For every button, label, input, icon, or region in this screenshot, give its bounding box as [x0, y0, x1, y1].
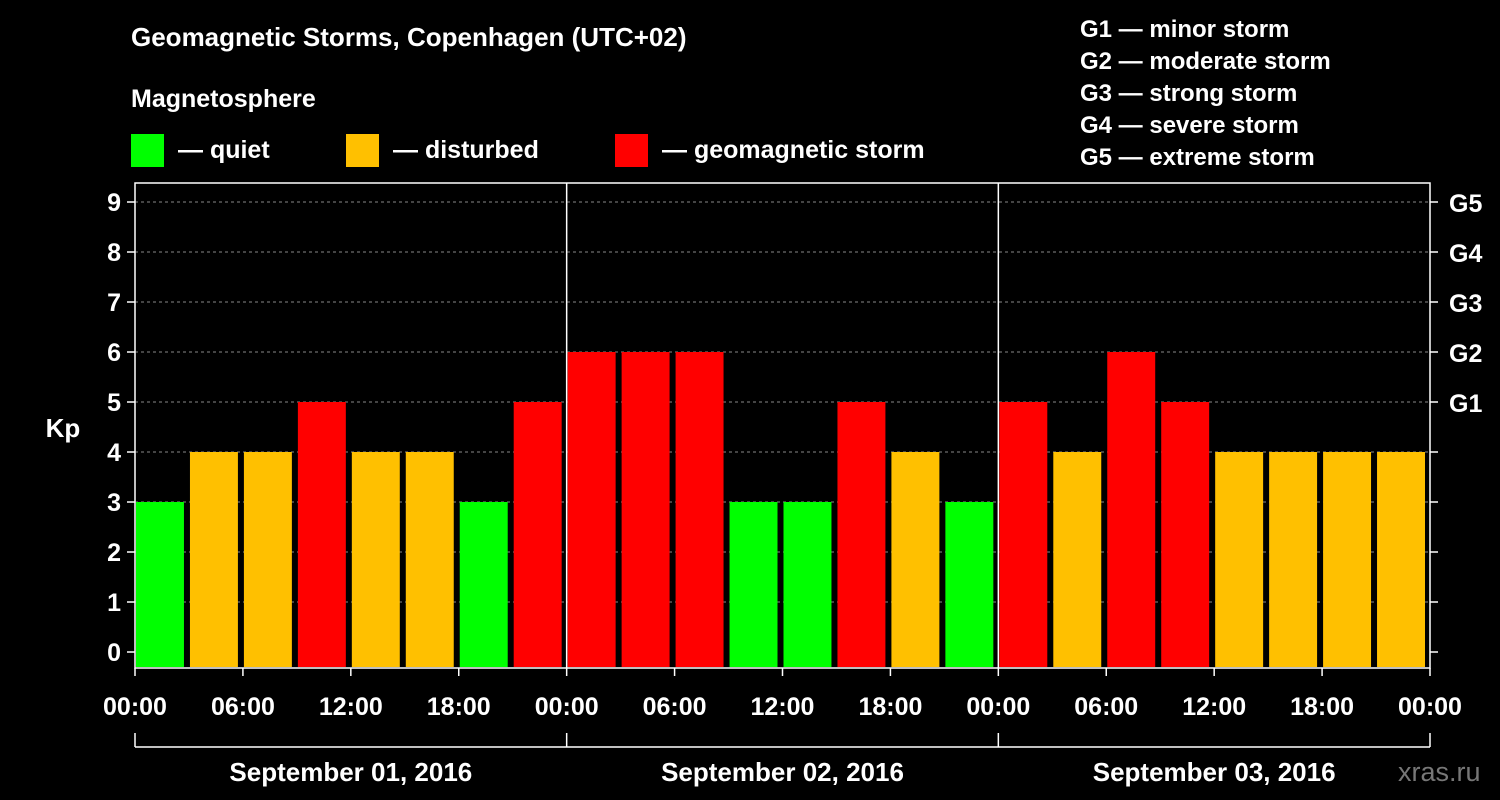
x-tick-label: 12:00: [1182, 693, 1246, 721]
y-tick-label: 4: [107, 439, 121, 467]
kp-bar: [1323, 452, 1372, 667]
y-axis-label: Kp: [46, 413, 81, 443]
kp-bar: [405, 452, 454, 667]
kp-bar: [243, 452, 292, 667]
kp-bar: [675, 352, 724, 667]
y-tick-label: 6: [107, 339, 121, 367]
g-level-label: G5: [1449, 190, 1482, 218]
kp-bar: [1107, 352, 1156, 667]
legend-storm: — geomagnetic storm: [615, 133, 925, 167]
x-tick-label: 18:00: [858, 693, 922, 721]
storm-swatch: [615, 133, 648, 167]
kp-bar: [189, 452, 238, 667]
kp-bar: [459, 502, 508, 667]
scale-g2: G2 — moderate storm: [1080, 48, 1331, 75]
day-label: September 02, 2016: [661, 757, 904, 787]
y-tick-label: 0: [107, 639, 121, 667]
x-tick-label: 12:00: [751, 693, 815, 721]
disturbed-swatch: [346, 133, 379, 167]
x-tick-label: 18:00: [1290, 693, 1354, 721]
kp-bar: [136, 502, 184, 667]
legend-quiet-label: — quiet: [178, 135, 270, 164]
day-label: September 01, 2016: [229, 757, 472, 787]
y-tick-label: 2: [107, 539, 121, 567]
day-label: September 03, 2016: [1093, 757, 1336, 787]
g-level-label: G4: [1449, 240, 1482, 268]
kp-bar: [1053, 452, 1102, 667]
g-level-label: G2: [1449, 340, 1482, 368]
y-tick-label: 9: [107, 189, 121, 217]
scale-g3: G3 — strong storm: [1080, 80, 1298, 107]
x-tick-label: 18:00: [427, 693, 491, 721]
kp-bar: [1161, 402, 1210, 667]
x-tick-label: 00:00: [966, 693, 1030, 721]
kp-bar: [999, 402, 1048, 667]
y-tick-label: 5: [107, 389, 121, 417]
scale-g1: G1 — minor storm: [1080, 16, 1290, 43]
kp-bar: [1269, 452, 1318, 667]
y-tick-label: 3: [107, 489, 121, 517]
y-tick-label: 8: [107, 239, 121, 267]
y-tick-label: 1: [107, 589, 121, 617]
scale-g5: G5 — extreme storm: [1080, 144, 1315, 171]
x-tick-label: 00:00: [1398, 693, 1462, 721]
chart-subtitle: Magnetosphere: [131, 85, 316, 113]
chart-title: Geomagnetic Storms, Copenhagen (UTC+02): [131, 22, 687, 52]
y-tick-label: 7: [107, 289, 121, 317]
x-tick-label: 06:00: [1074, 693, 1138, 721]
g-level-label: G1: [1449, 390, 1482, 418]
legend-storm-label: — geomagnetic storm: [662, 135, 925, 164]
kp-bar: [297, 402, 346, 667]
kp-bar: [837, 402, 886, 667]
scale-g4: G4 — severe storm: [1080, 112, 1299, 139]
kp-bar: [351, 452, 400, 667]
quiet-swatch: [131, 133, 164, 167]
kp-bar: [945, 502, 994, 667]
kp-bar: [621, 352, 670, 667]
watermark: xras.ru: [1398, 757, 1481, 787]
legend-quiet: — quiet: [131, 133, 270, 167]
legend-disturbed: — disturbed: [346, 133, 539, 167]
kp-bar: [513, 402, 562, 667]
x-tick-label: 06:00: [211, 693, 275, 721]
storm-scale-legend: G1 — minor storm G2 — moderate storm G3 …: [1080, 14, 1331, 174]
x-tick-label: 00:00: [103, 693, 167, 721]
x-tick-label: 06:00: [643, 693, 707, 721]
kp-bar: [1377, 452, 1425, 667]
x-tick-label: 00:00: [535, 693, 599, 721]
kp-bar: [783, 502, 832, 667]
legend-disturbed-label: — disturbed: [393, 135, 539, 164]
kp-bar: [891, 452, 940, 667]
g-level-label: G3: [1449, 290, 1482, 318]
kp-bar: [1215, 452, 1264, 667]
kp-bar: [567, 352, 616, 667]
x-tick-label: 12:00: [319, 693, 383, 721]
kp-bar: [729, 502, 778, 667]
